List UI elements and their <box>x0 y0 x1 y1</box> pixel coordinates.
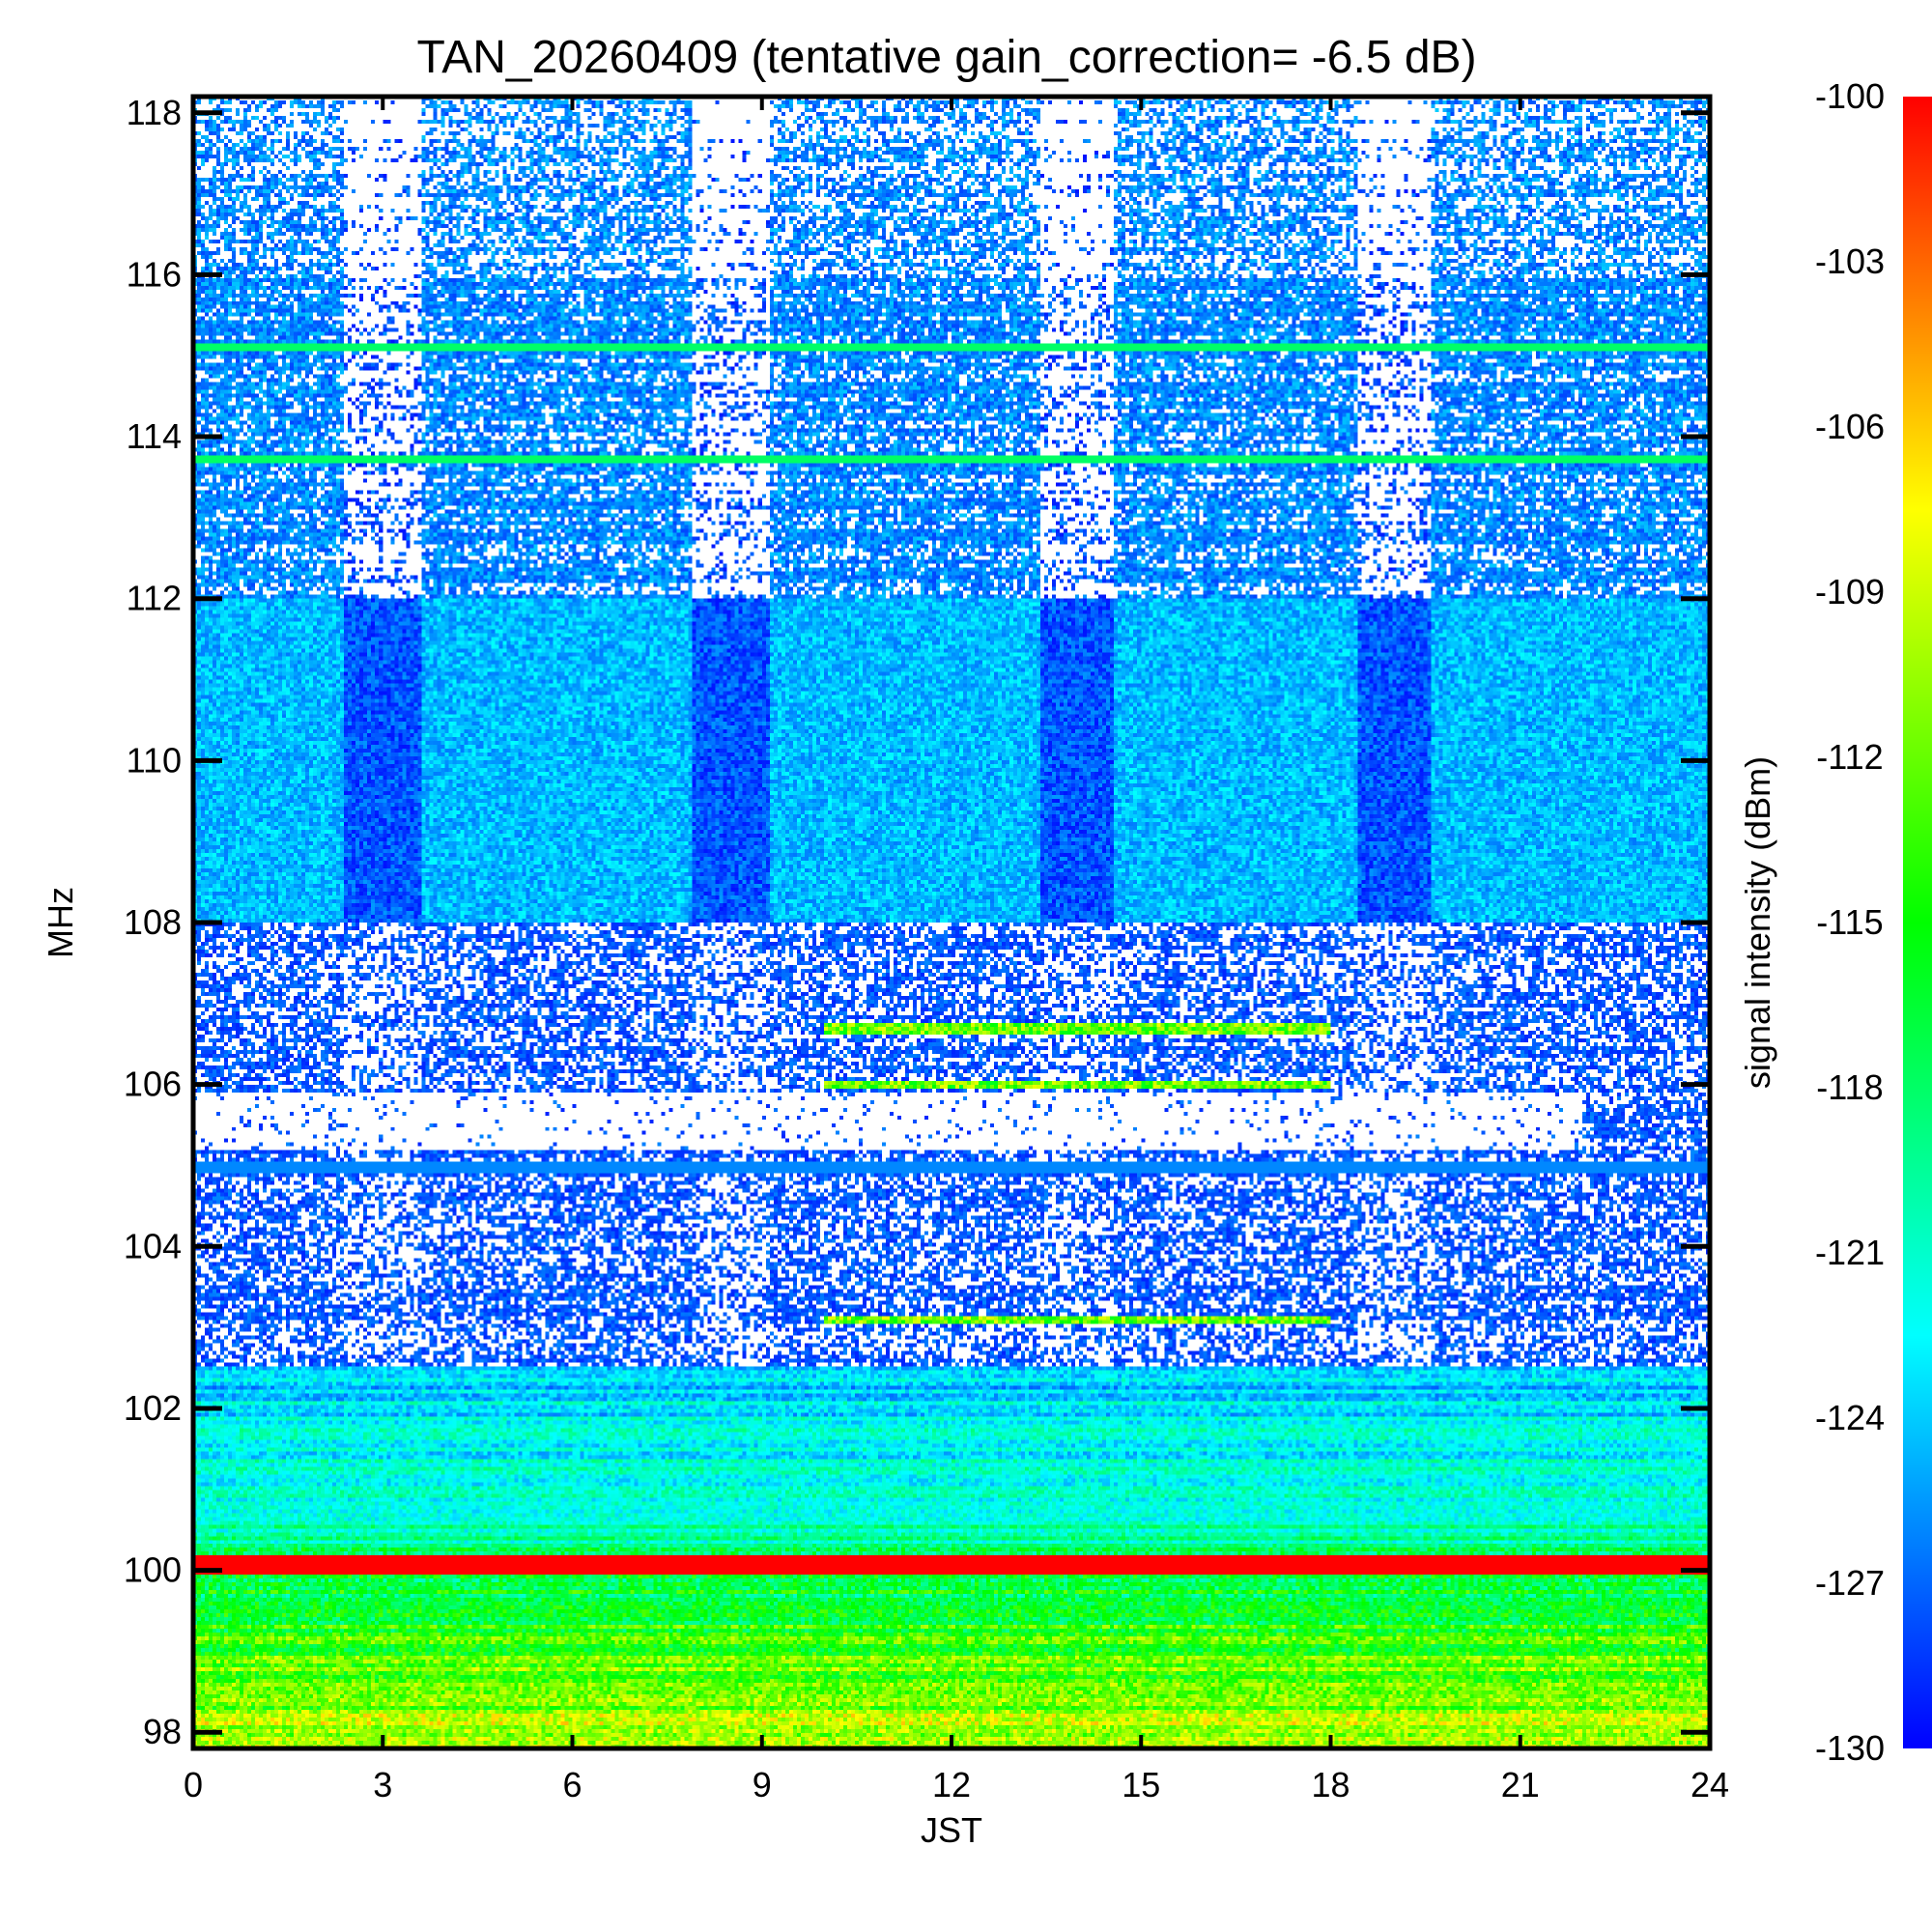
heatmap-area <box>193 97 1710 1748</box>
colorbar-tick-label: -115 <box>1816 902 1883 942</box>
x-tick-label: 21 <box>1501 1765 1540 1804</box>
x-tick-label: 12 <box>932 1765 971 1804</box>
colorbar-tick-label: -130 <box>1815 1728 1885 1768</box>
y-tick-label: 108 <box>124 902 182 942</box>
colorbar-tick-label: -106 <box>1815 407 1885 446</box>
y-tick-label: 106 <box>124 1065 182 1104</box>
y-tick-label: 116 <box>127 254 182 294</box>
x-tick-label: 18 <box>1311 1765 1350 1804</box>
x-tick-label: 3 <box>373 1765 392 1804</box>
x-tick-label: 9 <box>753 1765 772 1804</box>
y-tick-label: 98 <box>143 1712 182 1751</box>
colorbar-tick-label: -118 <box>1816 1067 1883 1107</box>
y-axis: 98 100 102 104 106 108 110 112 114 116 118 <box>124 93 1710 1751</box>
y-tick-label: 110 <box>127 740 182 780</box>
y-tick-label: 100 <box>124 1550 182 1590</box>
colorbar-label: signal intensity (dBm) <box>1738 756 1777 1089</box>
x-axis-label: JST <box>921 1810 982 1850</box>
y-tick-label: 104 <box>124 1226 182 1265</box>
colorbar-tick-label: -127 <box>1815 1563 1885 1603</box>
colorbar-ticks: -100 -103 -106 -109 -112 -115 -118 -121 -124 -127… <box>1815 76 1885 1768</box>
spectrogram-image <box>193 97 1710 1748</box>
colorbar-tick-label: -121 <box>1815 1233 1885 1272</box>
x-tick-label: 0 <box>184 1765 203 1804</box>
x-tick-label: 24 <box>1690 1765 1729 1804</box>
y-tick-label: 118 <box>127 93 182 132</box>
colorbar <box>1903 97 1932 1748</box>
y-axis-label: MHz <box>41 887 80 958</box>
colorbar-tick-label: -124 <box>1815 1398 1885 1437</box>
colorbar-tick-label: -109 <box>1815 572 1885 611</box>
y-tick-label: 114 <box>127 416 182 456</box>
y-tick-label: 112 <box>127 579 182 618</box>
colorbar-tick-label: -112 <box>1816 737 1883 777</box>
x-axis: 0 3 6 9 12 15 18 21 24 <box>184 97 1729 1804</box>
x-tick-label: 6 <box>562 1765 582 1804</box>
colorbar-tick-label: -103 <box>1815 242 1885 281</box>
y-tick-label: 102 <box>124 1388 182 1428</box>
x-tick-label: 15 <box>1122 1765 1160 1804</box>
colorbar-tick-label: -100 <box>1815 76 1885 116</box>
chart-title: TAN_20260409 (tentative gain_correction=… <box>416 32 1476 83</box>
